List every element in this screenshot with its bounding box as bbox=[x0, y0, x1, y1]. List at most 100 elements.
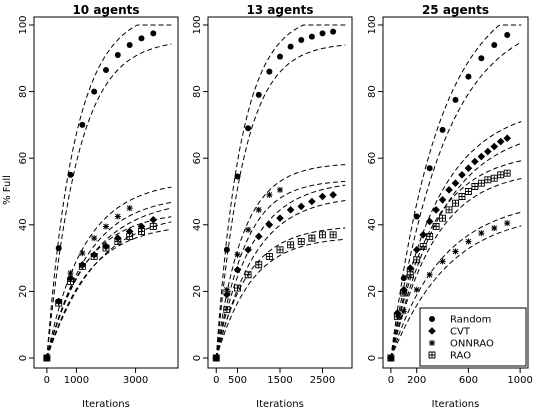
x-axis-label: Iterations bbox=[432, 399, 480, 410]
envelope-curve bbox=[215, 164, 346, 359]
onnrao-point bbox=[426, 271, 433, 278]
rao-point bbox=[244, 271, 252, 279]
envelope-curve bbox=[215, 200, 346, 359]
rao-point bbox=[329, 231, 337, 239]
y-tick-label: 100 bbox=[367, 15, 378, 34]
onnrao-point bbox=[413, 286, 420, 293]
cvt-point bbox=[406, 264, 415, 272]
x-tick-label: 200 bbox=[407, 375, 426, 386]
rao-point bbox=[55, 299, 63, 307]
cvt-point bbox=[445, 186, 453, 194]
rao-point bbox=[484, 176, 492, 184]
y-tick-label: 80 bbox=[192, 85, 203, 98]
onnrao-point bbox=[266, 191, 273, 198]
envelope-curve bbox=[46, 201, 172, 359]
rao-point bbox=[265, 252, 273, 260]
envelope-curve bbox=[215, 44, 346, 359]
x-tick-label: 0 bbox=[213, 375, 219, 386]
cvt-point bbox=[223, 290, 231, 299]
rao-point bbox=[212, 354, 220, 362]
panel-1: 10 agents 0 1000 3000 Iterations 0 20 40 60 80 100 bbox=[18, 3, 179, 410]
onnrao-point bbox=[400, 308, 407, 315]
random-point bbox=[330, 28, 337, 35]
rao-point bbox=[452, 199, 459, 207]
envelope-curve bbox=[390, 211, 522, 359]
cvt-point bbox=[265, 221, 274, 229]
cvt-point bbox=[458, 171, 466, 179]
plot-frame bbox=[382, 16, 529, 369]
onnrao-point bbox=[439, 258, 446, 265]
x-tick-label: 0 bbox=[388, 375, 394, 386]
onnrao-point bbox=[79, 250, 86, 257]
rao-point bbox=[406, 271, 414, 279]
legend-label: RAO bbox=[450, 351, 471, 362]
rao-point bbox=[432, 223, 440, 230]
plot-frame bbox=[33, 16, 179, 369]
rao-point bbox=[393, 312, 401, 320]
x-tick-label: 500 bbox=[228, 375, 247, 386]
onnrao-point bbox=[465, 238, 472, 245]
cvt-point bbox=[276, 214, 284, 222]
panel-2: 13 agents 0 500 1500 2500 Iterations 0 20 40 60 80… bbox=[192, 3, 353, 410]
cvt-point bbox=[329, 191, 337, 199]
cvt-point bbox=[496, 137, 505, 146]
envelope-curve bbox=[215, 24, 346, 359]
y-tick-label: 40 bbox=[18, 218, 29, 231]
series-rao bbox=[212, 231, 337, 362]
rao-point bbox=[90, 252, 98, 260]
x-tick-label: 2500 bbox=[310, 375, 335, 386]
rao-point bbox=[223, 306, 231, 314]
legend-label: Random bbox=[450, 315, 491, 326]
cvt-point bbox=[438, 196, 447, 204]
envelope-curve bbox=[390, 24, 522, 359]
y-tick-label: 0 bbox=[367, 355, 378, 361]
y-tick-label: 100 bbox=[18, 15, 29, 34]
envelope-curve bbox=[390, 121, 522, 359]
rao-point bbox=[471, 183, 479, 190]
legend-marker-onnrao bbox=[429, 340, 435, 346]
x-tick-label: 3000 bbox=[123, 375, 148, 386]
envelope-curve bbox=[46, 24, 172, 359]
random-point bbox=[91, 88, 98, 95]
legend-label: ONNRAO bbox=[450, 339, 494, 350]
rao-point bbox=[126, 233, 134, 240]
series-rao bbox=[387, 169, 511, 362]
random-point bbox=[452, 96, 459, 103]
y-tick-label: 0 bbox=[192, 355, 203, 361]
cvt-point bbox=[490, 142, 499, 151]
random-point bbox=[55, 245, 62, 252]
random-point bbox=[277, 53, 283, 60]
y-tick-label: 60 bbox=[192, 152, 203, 165]
onnrao-point bbox=[67, 270, 74, 277]
envelope-curve bbox=[215, 184, 346, 359]
rao-point bbox=[114, 238, 122, 245]
rao-point bbox=[287, 241, 295, 249]
random-point bbox=[491, 41, 498, 48]
cvt-point bbox=[432, 206, 440, 214]
random-point bbox=[478, 55, 485, 62]
rao-point bbox=[319, 231, 326, 239]
onnrao-point bbox=[103, 223, 109, 230]
panel-title: 25 agents bbox=[422, 3, 489, 17]
legend-marker-cvt bbox=[428, 327, 436, 335]
legend-marker-random bbox=[429, 316, 435, 322]
random-point bbox=[223, 246, 230, 253]
rao-point bbox=[458, 193, 466, 200]
rao-point bbox=[419, 242, 427, 250]
onnrao-point bbox=[491, 225, 498, 232]
panel-3: 25 agents 0 200 600 1000 Iterations 0 20 40 60 80 1… bbox=[367, 3, 533, 410]
rao-point bbox=[308, 234, 316, 242]
rao-point bbox=[67, 277, 74, 285]
rao-point bbox=[464, 188, 472, 195]
random-point bbox=[150, 30, 157, 37]
random-point bbox=[138, 35, 145, 42]
envelope-curve bbox=[46, 207, 172, 359]
series-cvt bbox=[212, 191, 337, 362]
random-point bbox=[245, 125, 252, 132]
series-rao bbox=[43, 223, 157, 362]
envelope-curve bbox=[46, 221, 172, 359]
envelope-curve bbox=[215, 180, 346, 359]
onnrao-point bbox=[223, 286, 230, 293]
